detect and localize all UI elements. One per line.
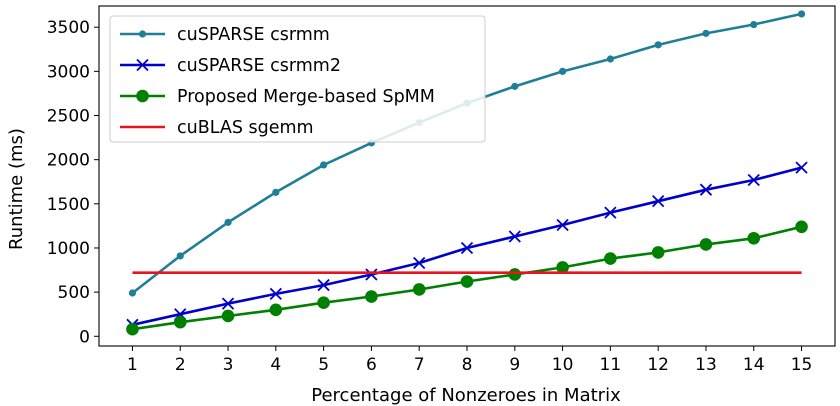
data-point [320, 161, 328, 169]
legend-marker [138, 30, 147, 38]
legend-label: Proposed Merge-based SpMM [177, 87, 435, 107]
y-tick-label: 2000 [47, 151, 90, 171]
legend-label: cuBLAS sgemm [177, 118, 314, 138]
data-point [556, 261, 569, 274]
series-cusparse-csrmm2 [126, 161, 808, 331]
legend-marker [136, 89, 149, 103]
x-tick-label: 10 [552, 355, 574, 375]
data-point [750, 20, 758, 29]
data-point [747, 173, 760, 187]
x-tick-label: 7 [414, 355, 425, 375]
data-point [412, 283, 426, 296]
legend-label: cuSPARSE csrmm2 [177, 56, 341, 76]
y-axis-title: Runtime (ms) [6, 128, 27, 250]
x-tick-label: 6 [366, 355, 377, 375]
legend-entry-proposed-merge-based-spmm: Proposed Merge-based SpMM [120, 87, 435, 107]
data-point [556, 218, 569, 232]
legend-entry-cusparse-csrmm2: cuSPARSE csrmm2 [120, 56, 341, 76]
data-point [511, 82, 519, 90]
data-point [460, 275, 474, 288]
x-tick-label: 8 [462, 355, 473, 375]
y-tick-label: 1500 [47, 195, 90, 215]
data-point [604, 252, 617, 265]
y-tick-label: 0 [79, 327, 90, 347]
data-point [795, 161, 808, 174]
data-point [797, 10, 806, 18]
y-axis: 0 500 1000 1500 2000 2500 3000 3500 [47, 18, 99, 347]
y-tick-label: 3500 [47, 18, 90, 38]
data-point [317, 278, 330, 292]
x-tick-label: 4 [270, 355, 281, 375]
legend-marker [136, 58, 149, 72]
series-proposed-merge-based-spmm [126, 220, 808, 336]
data-point [126, 322, 139, 336]
data-point [173, 315, 187, 329]
x-tick-label: 11 [600, 355, 622, 375]
x-tick-label: 2 [175, 355, 186, 375]
legend-label: cuSPARSE csrmm [177, 25, 330, 45]
data-point [221, 297, 235, 310]
data-point [460, 241, 474, 255]
x-tick-label: 14 [743, 355, 765, 375]
data-point [747, 231, 761, 245]
data-point [176, 252, 184, 260]
data-point [654, 41, 662, 49]
data-point [224, 218, 232, 226]
data-point [365, 268, 378, 281]
data-point [652, 195, 665, 208]
data-point [269, 287, 282, 301]
data-point [651, 246, 665, 259]
data-point [606, 55, 614, 63]
x-tick-label: 3 [223, 355, 234, 375]
x-tick-label: 1 [127, 355, 138, 375]
x-tick-label: 13 [695, 355, 717, 375]
data-point [699, 238, 713, 251]
series-layer [126, 10, 808, 336]
data-point [317, 296, 330, 310]
y-tick-label: 1000 [47, 239, 90, 259]
data-point [508, 230, 521, 243]
data-point [221, 309, 235, 323]
legend: cuSPARSE csrmm cuSPARSE csrmm2 Proposed Me… [109, 15, 486, 143]
x-tick-label: 15 [791, 355, 813, 375]
legend-box [109, 15, 486, 143]
y-tick-label: 500 [58, 283, 90, 303]
data-point [604, 206, 617, 219]
data-point [702, 29, 710, 37]
x-axis: 1 2 3 4 5 6 7 8 9 10 11 12 13 14 15 [127, 346, 812, 375]
y-tick-label: 2500 [47, 107, 90, 127]
legend-entry-cusparse-csrmm: cuSPARSE csrmm [120, 25, 330, 45]
data-point [365, 290, 378, 303]
data-point [128, 289, 137, 297]
data-point [508, 268, 522, 281]
data-point [699, 183, 713, 196]
x-axis-title: Percentage of Nonzeroes in Matrix [311, 385, 621, 406]
data-point [558, 67, 567, 75]
legend-entry-cublas-sgemm: cuBLAS sgemm [120, 118, 314, 138]
y-tick-label: 3000 [47, 62, 90, 82]
x-tick-label: 9 [509, 355, 520, 375]
data-point [269, 303, 283, 317]
x-tick-label: 5 [318, 355, 329, 375]
data-point [272, 188, 280, 196]
data-point [413, 256, 426, 270]
data-point [795, 220, 808, 234]
x-tick-label: 12 [647, 355, 669, 375]
